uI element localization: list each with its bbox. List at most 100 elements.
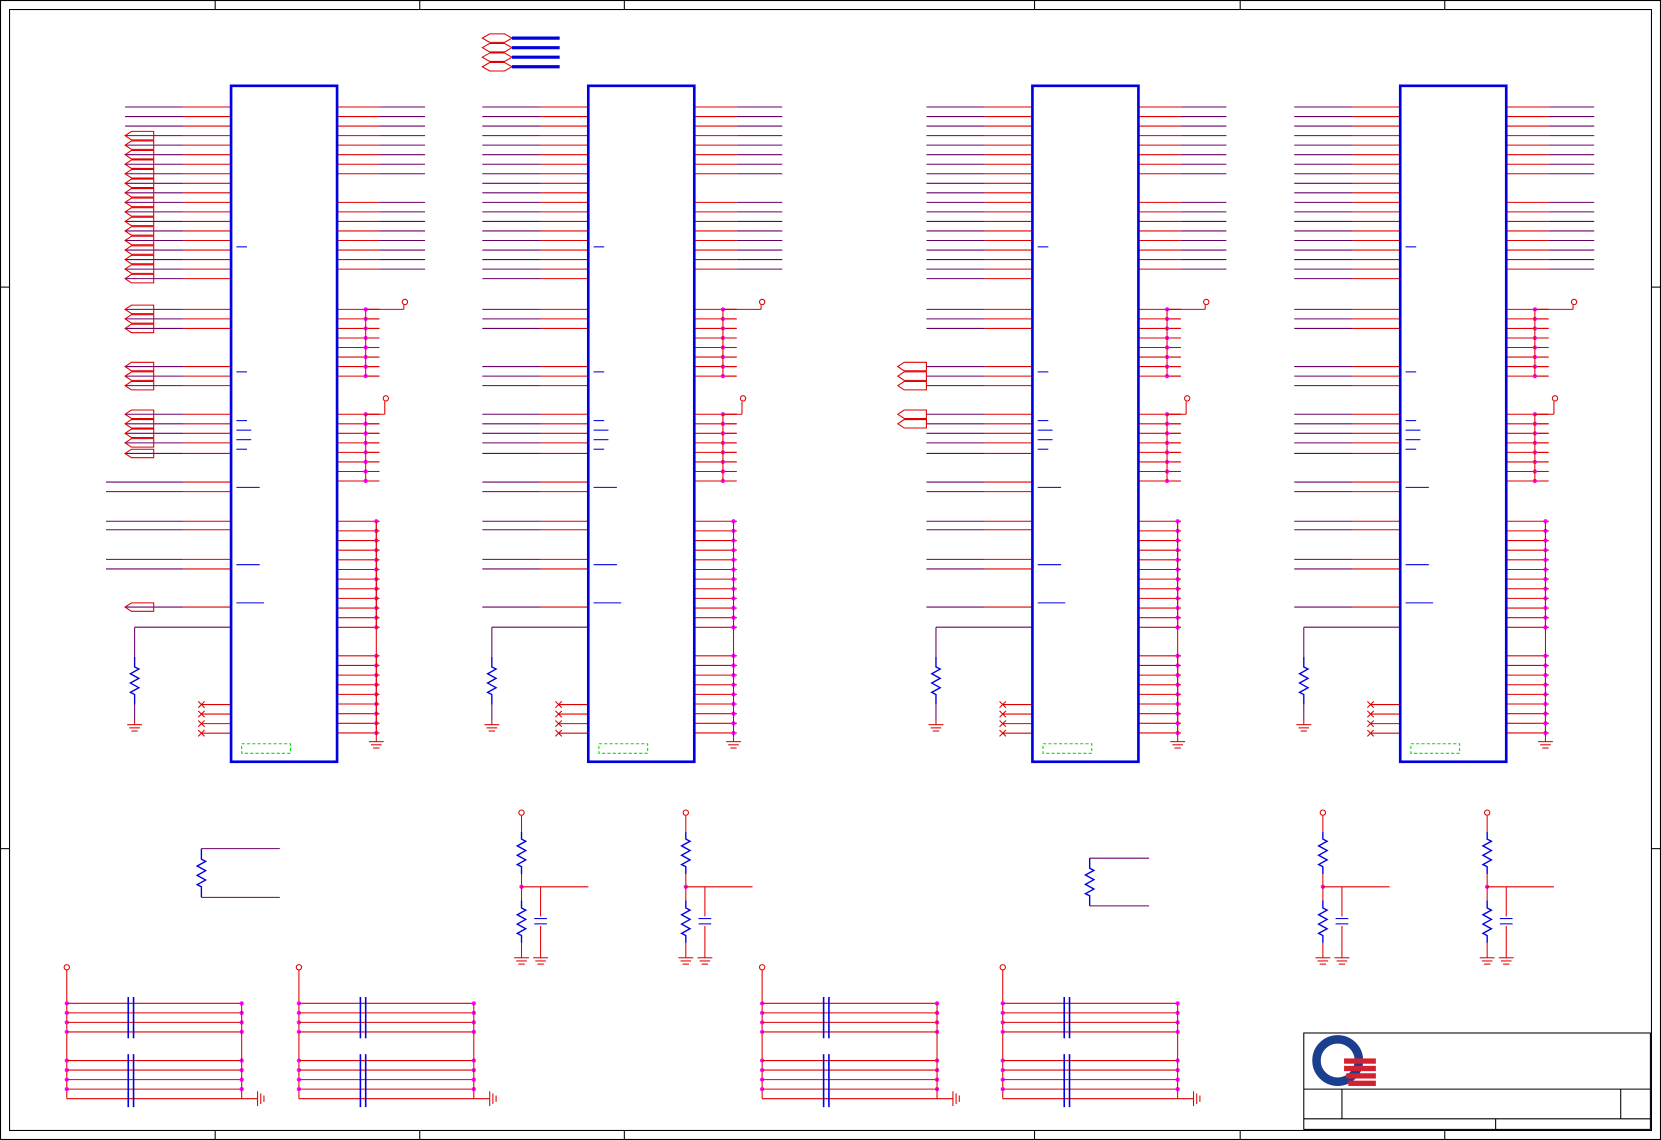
no-connect <box>1367 729 1375 737</box>
junction <box>296 1077 302 1082</box>
resistor <box>1317 900 1329 943</box>
inner-frame <box>9 9 1652 1131</box>
net-port <box>124 419 155 429</box>
junction <box>296 1058 302 1063</box>
resistor <box>515 831 528 875</box>
net-port <box>896 409 927 420</box>
no-connect <box>555 710 563 718</box>
no-connect <box>1367 701 1375 709</box>
net-port <box>896 371 927 381</box>
net-port <box>124 168 155 179</box>
junction <box>64 1087 69 1092</box>
power-port <box>382 395 390 402</box>
net-port <box>124 304 155 315</box>
no-connect <box>999 710 1007 718</box>
net-port <box>124 254 155 265</box>
resistor <box>930 656 942 705</box>
title-block <box>1303 1032 1651 1130</box>
power-port <box>1483 809 1491 816</box>
power-port <box>518 809 525 816</box>
junction <box>296 1087 302 1092</box>
resistor <box>128 656 141 705</box>
net-port <box>124 216 155 227</box>
junction <box>296 1010 302 1015</box>
power-port <box>758 298 766 306</box>
net-port <box>124 438 155 448</box>
net-port <box>124 235 155 246</box>
no-connect <box>197 729 205 737</box>
no-connect <box>555 720 563 728</box>
logo-stripe <box>1346 1073 1376 1079</box>
net-port <box>124 380 155 391</box>
junction <box>64 1067 69 1073</box>
no-connect <box>999 729 1007 737</box>
net-port <box>896 380 927 391</box>
power-port <box>739 395 747 402</box>
resistor <box>486 656 498 705</box>
net-port <box>124 149 155 160</box>
junction <box>1175 519 1180 524</box>
junction <box>296 1029 302 1035</box>
net-port <box>124 323 155 334</box>
resistor <box>1481 831 1493 875</box>
junction <box>296 1020 302 1025</box>
no-connect <box>197 710 205 718</box>
ic-body <box>586 84 696 764</box>
net-port <box>896 361 927 372</box>
net-port <box>124 409 155 420</box>
net-port <box>124 159 155 169</box>
junction <box>64 1001 69 1006</box>
resistor <box>1481 900 1493 943</box>
power-port <box>999 964 1006 971</box>
logo-stripe <box>1348 1080 1376 1086</box>
power-port <box>1319 809 1327 816</box>
resistor <box>1083 858 1096 906</box>
net-port <box>124 428 155 439</box>
designator-box <box>598 743 649 754</box>
power-port <box>1551 395 1559 402</box>
junction <box>64 1029 69 1035</box>
ic-body <box>1398 84 1508 764</box>
net-port <box>124 207 155 217</box>
net-port <box>896 419 927 429</box>
no-connect <box>555 701 563 709</box>
no-connect <box>555 729 563 737</box>
power-port <box>1184 395 1191 402</box>
power-port <box>1570 298 1578 306</box>
net-port <box>124 197 155 208</box>
junction <box>296 1067 302 1073</box>
no-connect <box>1367 710 1375 718</box>
power-port <box>682 809 689 816</box>
net-port <box>124 602 155 612</box>
junction <box>731 519 736 524</box>
net-port <box>124 226 155 236</box>
net-port <box>124 245 155 255</box>
no-connect <box>999 720 1007 728</box>
power-port <box>63 964 70 971</box>
ic-body <box>229 84 339 764</box>
net-port <box>124 371 155 381</box>
junction <box>374 519 379 524</box>
ic-body <box>1031 84 1140 764</box>
resistor <box>1298 656 1310 705</box>
logo-stripe <box>1344 1058 1376 1064</box>
junction <box>64 1058 69 1063</box>
power-port <box>758 964 766 971</box>
resistor <box>680 831 692 875</box>
resistor <box>515 900 528 943</box>
net-port <box>124 178 155 189</box>
no-connect <box>197 720 205 728</box>
net-port <box>124 188 155 198</box>
junction <box>64 1010 69 1015</box>
junction <box>296 1001 302 1006</box>
no-connect <box>1367 720 1375 728</box>
resistor <box>1317 831 1329 875</box>
power-port <box>295 964 303 971</box>
designator-box <box>241 743 291 754</box>
net-port <box>124 314 155 324</box>
logo-stripe <box>1344 1065 1376 1072</box>
no-connect <box>999 701 1007 709</box>
